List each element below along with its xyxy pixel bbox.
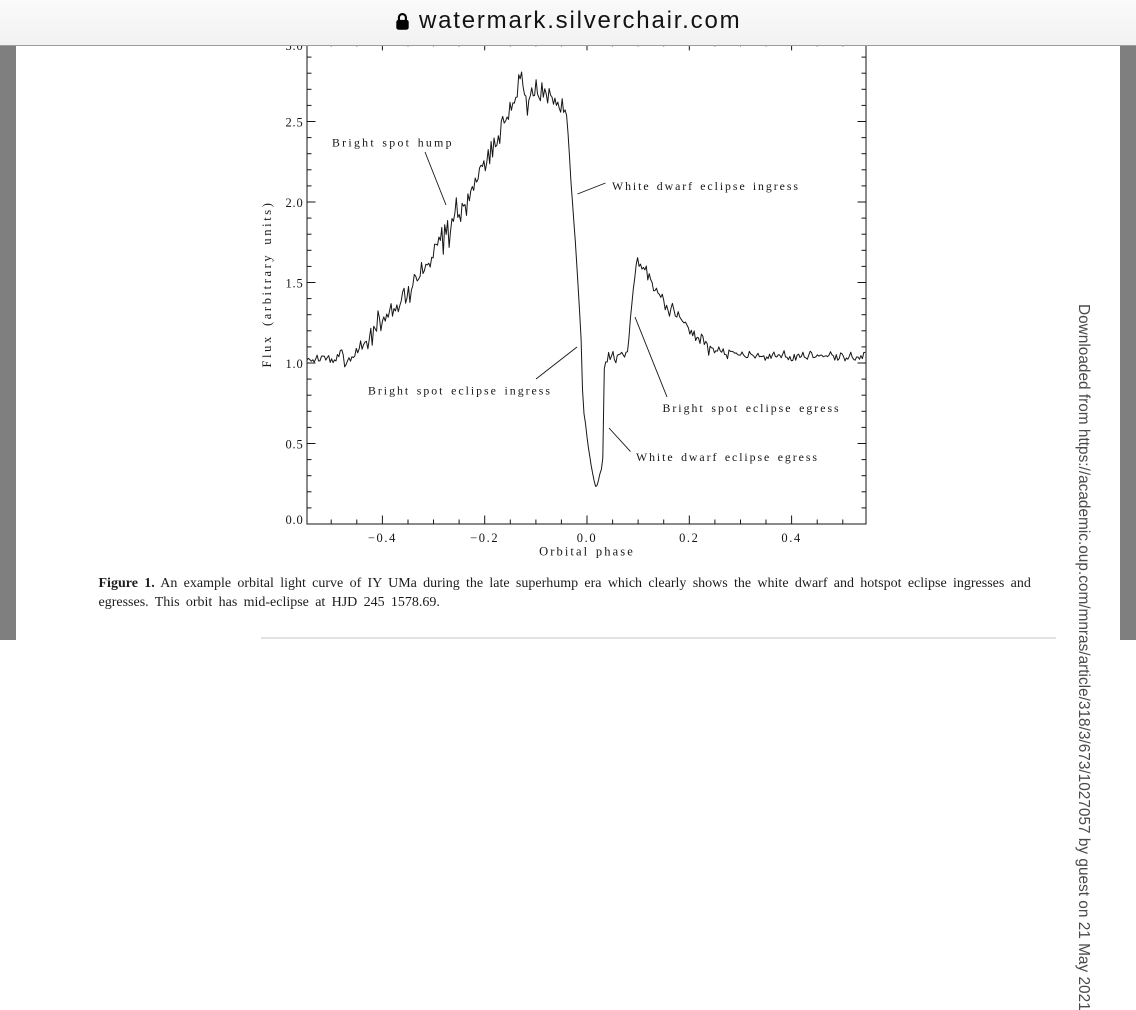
svg-text:−0.2: −0.2: [470, 531, 499, 545]
svg-text:0.4: 0.4: [781, 531, 801, 545]
svg-text:0.5: 0.5: [285, 437, 303, 451]
svg-text:Bright spot hump: Bright spot hump: [332, 136, 454, 150]
svg-text:Orbital phase: Orbital phase: [539, 544, 635, 558]
svg-text:White dwarf eclipse egress: White dwarf eclipse egress: [636, 450, 819, 464]
svg-text:1.5: 1.5: [285, 276, 303, 290]
svg-text:−0.4: −0.4: [368, 531, 397, 545]
svg-text:0.0: 0.0: [577, 531, 597, 545]
svg-text:0.2: 0.2: [679, 531, 699, 545]
svg-text:0.0: 0.0: [285, 513, 303, 527]
svg-text:Flux (arbitrary units): Flux (arbitrary units): [260, 200, 274, 367]
svg-text:Bright spot eclipse egress: Bright spot eclipse egress: [663, 401, 841, 415]
svg-text:White dwarf eclipse ingress: White dwarf eclipse ingress: [612, 179, 800, 193]
svg-text:1.0: 1.0: [285, 357, 303, 371]
svg-text:2.5: 2.5: [285, 115, 303, 129]
svg-text:2.0: 2.0: [285, 196, 303, 210]
svg-text:Bright spot eclipse ingress: Bright spot eclipse ingress: [368, 384, 552, 398]
